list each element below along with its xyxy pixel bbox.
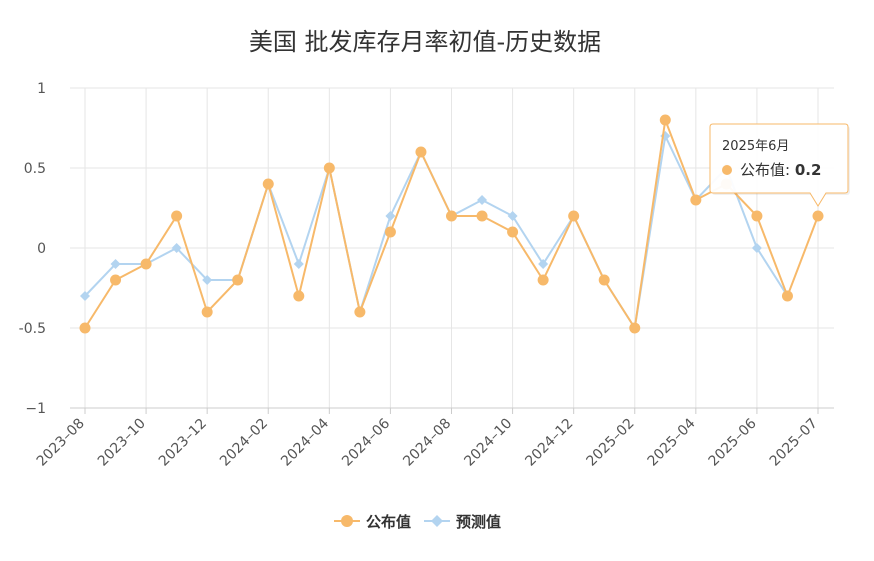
data-point[interactable] bbox=[629, 322, 641, 334]
x-tick-label: 2024–12 bbox=[522, 416, 576, 470]
data-point[interactable] bbox=[507, 226, 519, 238]
data-point[interactable] bbox=[171, 210, 183, 222]
data-point[interactable] bbox=[323, 162, 335, 174]
data-point[interactable] bbox=[477, 195, 488, 205]
y-tick-label: 0.5 bbox=[24, 161, 46, 177]
data-point[interactable] bbox=[262, 178, 274, 190]
x-tick-label: 2024–10 bbox=[461, 416, 515, 470]
data-point[interactable] bbox=[79, 322, 91, 334]
data-point[interactable] bbox=[751, 210, 763, 222]
x-tick-label: 2024–04 bbox=[278, 415, 332, 469]
data-point[interactable] bbox=[80, 291, 90, 301]
x-tick-label: 2024–08 bbox=[400, 416, 454, 470]
data-point[interactable] bbox=[415, 146, 427, 158]
tooltip-colon: : bbox=[785, 161, 795, 179]
series-forecast bbox=[80, 131, 793, 333]
data-point[interactable] bbox=[110, 259, 121, 269]
data-point[interactable] bbox=[384, 226, 396, 238]
data-point[interactable] bbox=[690, 194, 702, 206]
x-tick-label: 2025–07 bbox=[767, 416, 821, 470]
x-tick-label: 2025–04 bbox=[645, 415, 699, 469]
data-point[interactable] bbox=[781, 290, 793, 302]
data-point[interactable] bbox=[293, 259, 304, 269]
data-point[interactable] bbox=[812, 210, 824, 222]
data-point[interactable] bbox=[598, 274, 610, 286]
data-point[interactable] bbox=[293, 290, 305, 302]
chart-title: 美国 批发库存月率初值-历史数据 bbox=[249, 28, 601, 56]
legend[interactable]: 公布值 预测值 bbox=[334, 513, 501, 531]
series-layer bbox=[79, 114, 824, 334]
series-actual bbox=[79, 114, 824, 334]
legend-item-forecast[interactable]: 预测值 bbox=[424, 513, 501, 531]
tooltip-series-name: 公布值 bbox=[740, 161, 785, 179]
data-point[interactable] bbox=[385, 211, 396, 221]
legend-item-actual[interactable]: 公布值 bbox=[334, 513, 411, 531]
x-tick-label: 2025–06 bbox=[706, 415, 760, 469]
y-tick-label: -0.5 bbox=[19, 321, 46, 337]
legend-label: 公布值 bbox=[366, 513, 411, 531]
x-tick-label: 2024–02 bbox=[217, 416, 271, 470]
y-tick-label: 1 bbox=[37, 81, 46, 97]
tooltip-value: 0.2 bbox=[795, 161, 822, 179]
data-point[interactable] bbox=[446, 210, 457, 222]
legend-label: 预测值 bbox=[456, 513, 501, 531]
data-point[interactable] bbox=[507, 211, 518, 221]
data-point[interactable] bbox=[232, 274, 244, 286]
data-point[interactable] bbox=[110, 274, 122, 286]
x-tick-label: 2023–12 bbox=[156, 416, 210, 470]
tooltip-label: 公布值: 0.2 bbox=[740, 161, 821, 179]
x-tick-label: 2025–02 bbox=[584, 416, 638, 470]
data-point[interactable] bbox=[538, 259, 549, 269]
legend-marker bbox=[341, 515, 353, 527]
tooltip-box bbox=[709, 123, 849, 207]
x-tick-label: 2023–08 bbox=[34, 416, 88, 470]
tooltip-title: 2025年6月 bbox=[722, 139, 789, 154]
data-point[interactable] bbox=[171, 243, 182, 253]
x-tick-label: 2024–06 bbox=[339, 415, 393, 469]
x-tick-label: 2023–10 bbox=[95, 416, 149, 470]
data-point[interactable] bbox=[537, 274, 549, 286]
data-point[interactable] bbox=[202, 275, 213, 285]
data-point[interactable] bbox=[354, 306, 366, 318]
y-tick-label: −1 bbox=[25, 401, 46, 417]
data-point[interactable] bbox=[751, 243, 762, 253]
data-point[interactable] bbox=[476, 210, 488, 222]
data-point[interactable] bbox=[568, 210, 580, 222]
y-tick-label: 0 bbox=[37, 241, 46, 257]
data-point[interactable] bbox=[201, 306, 213, 318]
legend-marker bbox=[431, 515, 443, 527]
tooltip-marker bbox=[722, 165, 732, 175]
data-point[interactable] bbox=[140, 258, 152, 270]
data-point[interactable] bbox=[659, 114, 671, 126]
